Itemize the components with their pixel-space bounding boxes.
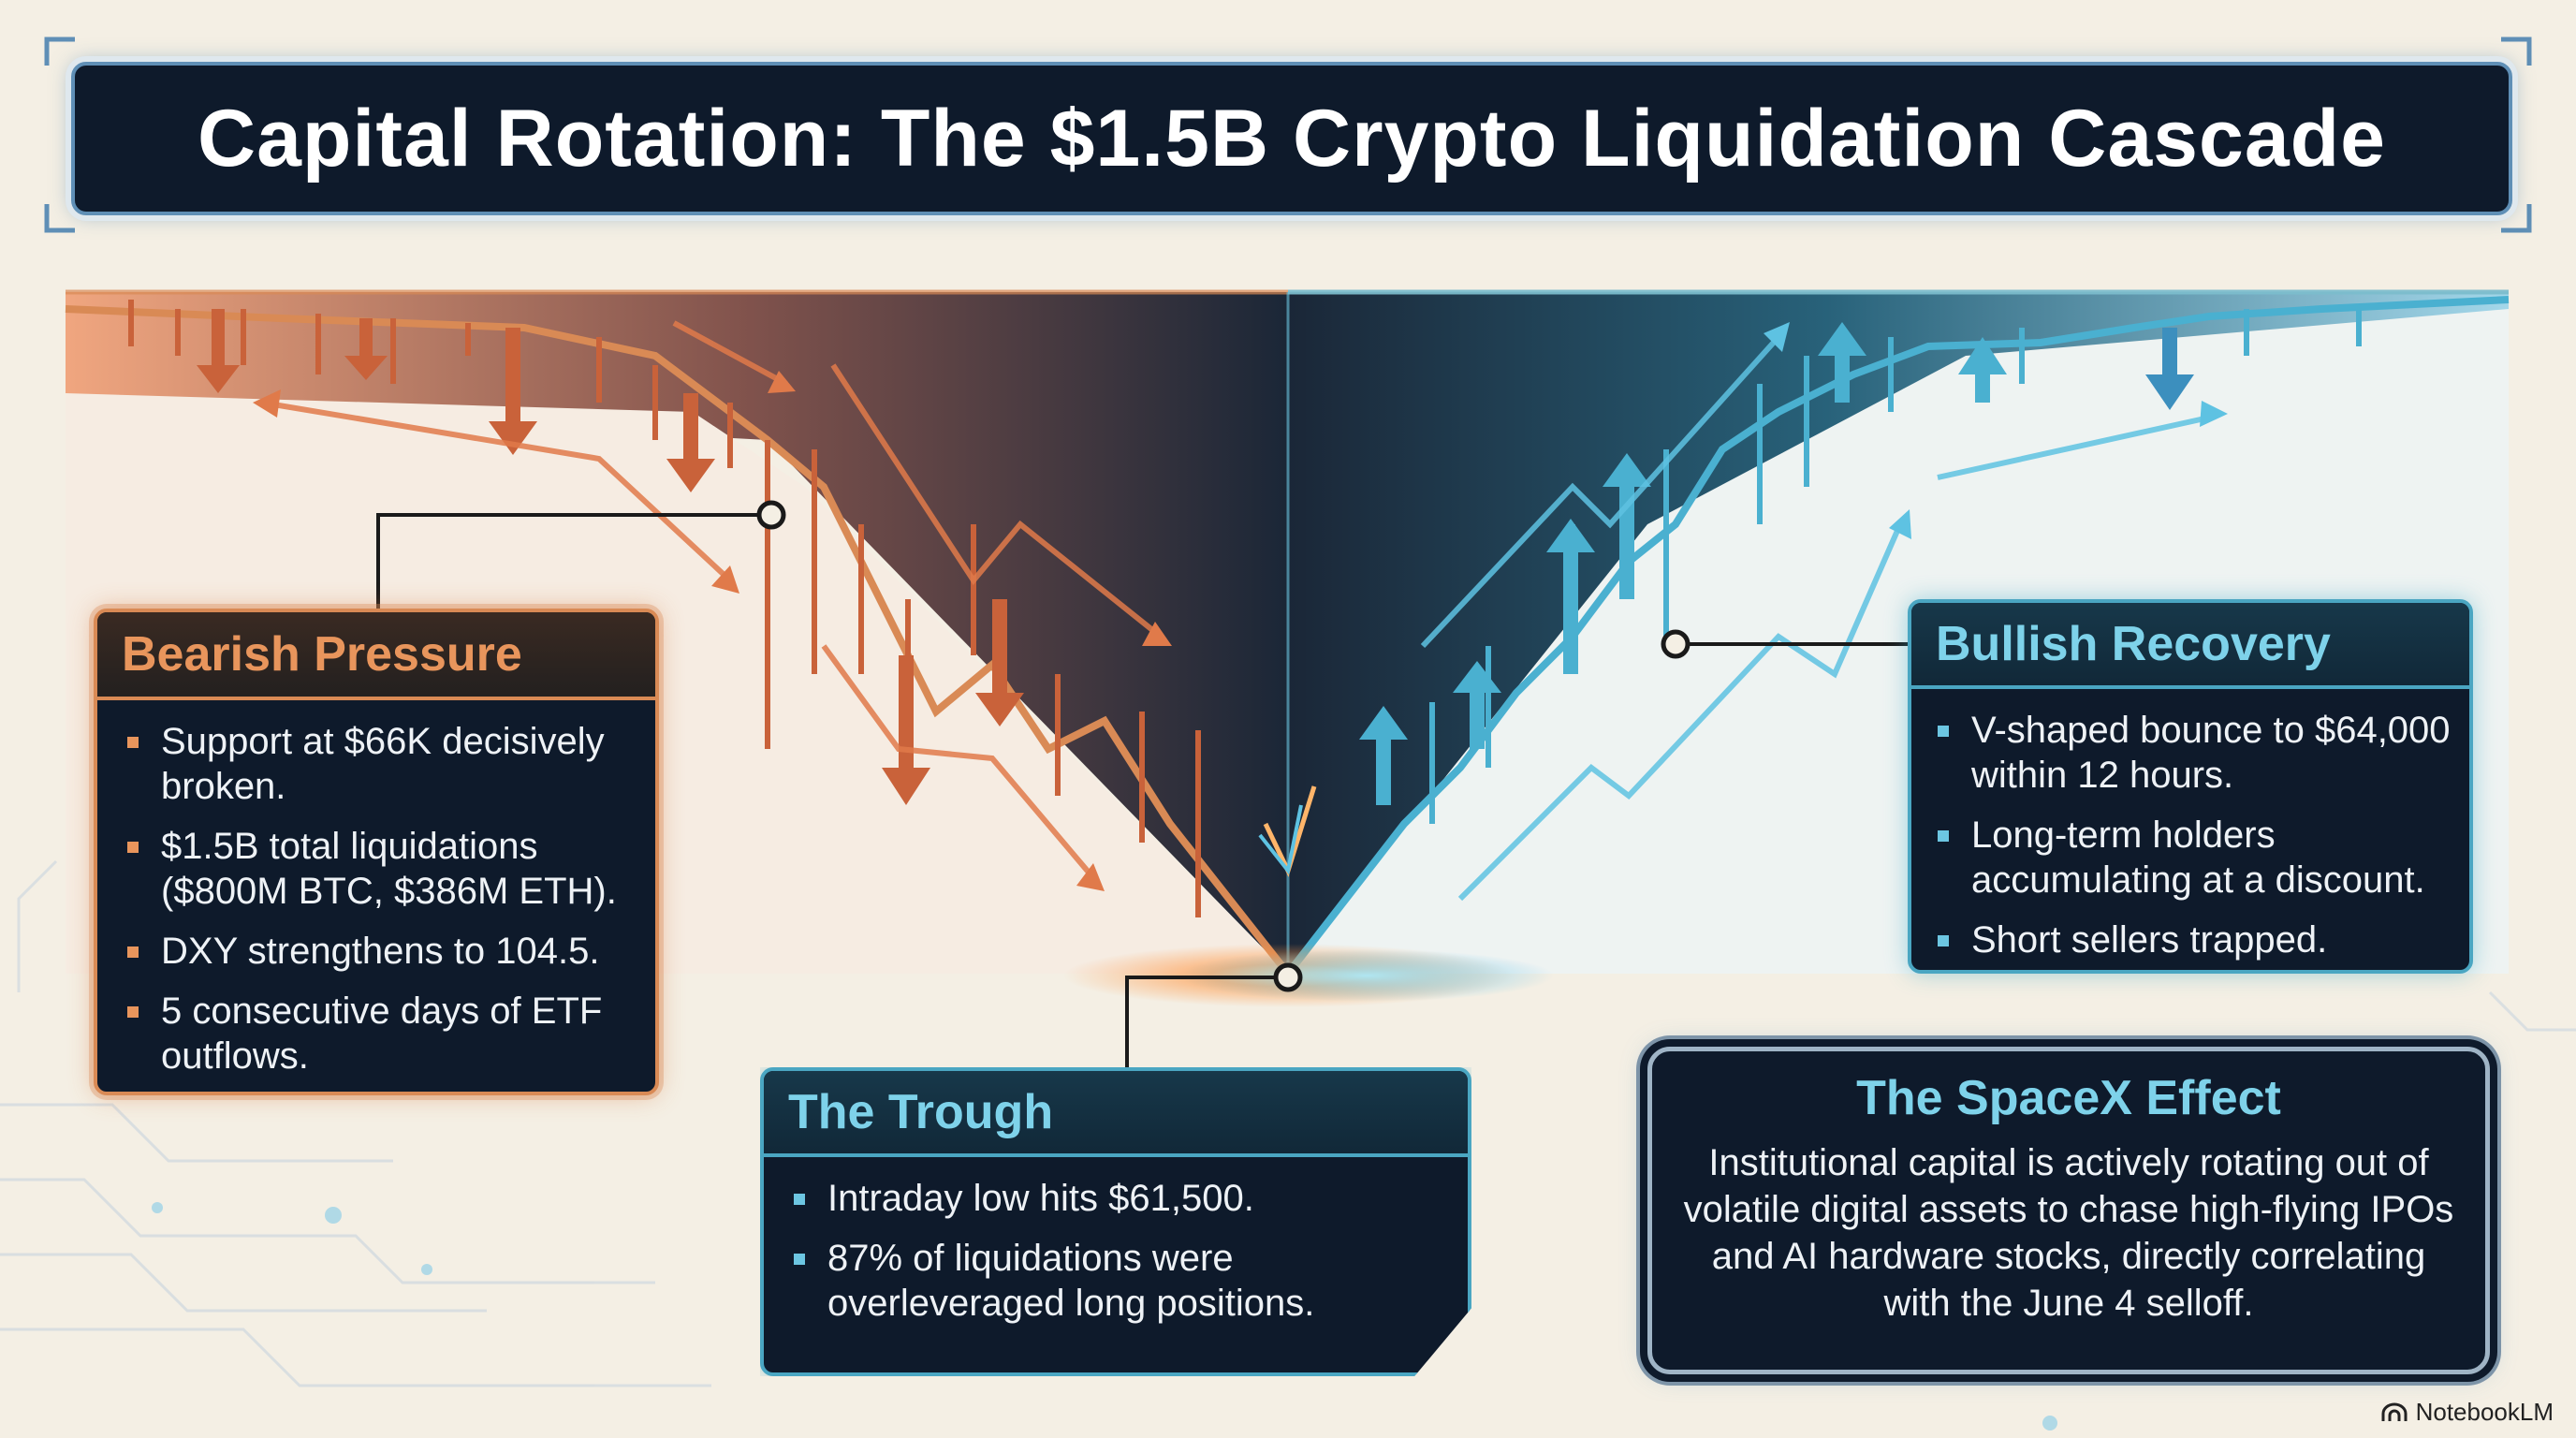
list-item: DXY strengthens to 104.5. [122, 929, 635, 974]
list-item: Short sellers trapped. [1932, 917, 2452, 962]
bearish-list: Support at $66K decisively broken. $1.5B… [97, 700, 655, 1078]
bearish-heading: Bearish Pressure [122, 627, 522, 682]
trough-list: Intraday low hits $61,500. 87% of liquid… [764, 1157, 1468, 1326]
trough-heading: The Trough [788, 1085, 1054, 1139]
list-item: V-shaped bounce to $64,000 within 12 hou… [1932, 708, 2452, 798]
bullish-list: V-shaped bounce to $64,000 within 12 hou… [1911, 689, 2469, 962]
list-item: 5 consecutive days of ETF outflows. [122, 989, 635, 1078]
trough-header: The Trough [764, 1071, 1468, 1157]
bearish-header: Bearish Pressure [97, 612, 655, 700]
spacex-heading: The SpaceX Effect [1856, 1071, 2281, 1125]
trough-panel: The Trough Intraday low hits $61,500. 87… [760, 1067, 1471, 1376]
list-item: Long-term holders accumulating at a disc… [1932, 813, 2452, 902]
spacex-body: Institutional capital is actively rotati… [1683, 1142, 2454, 1324]
bullish-header: Bullish Recovery [1911, 603, 2469, 689]
title-banner: Capital Rotation: The $1.5B Crypto Liqui… [71, 62, 2512, 215]
list-item: Support at $66K decisively broken. [122, 719, 635, 809]
spacex-effect-panel: The SpaceX Effect Institutional capital … [1647, 1047, 2490, 1374]
bearish-pressure-panel: Bearish Pressure Support at $66K decisiv… [94, 609, 659, 1095]
page-title: Capital Rotation: The $1.5B Crypto Liqui… [197, 93, 2387, 183]
list-item: 87% of liquidations were overleveraged l… [788, 1236, 1447, 1326]
bullish-heading: Bullish Recovery [1936, 617, 2331, 671]
bullish-recovery-panel: Bullish Recovery V-shaped bounce to $64,… [1908, 599, 2473, 974]
list-item: $1.5B total liquidations ($800M BTC, $38… [122, 824, 635, 914]
notebooklm-logo-icon [2381, 1402, 2408, 1421]
brand-footer: NotebookLM [2380, 1398, 2554, 1427]
list-item: Intraday low hits $61,500. [788, 1176, 1447, 1221]
brand-name: NotebookLM [2415, 1398, 2554, 1426]
